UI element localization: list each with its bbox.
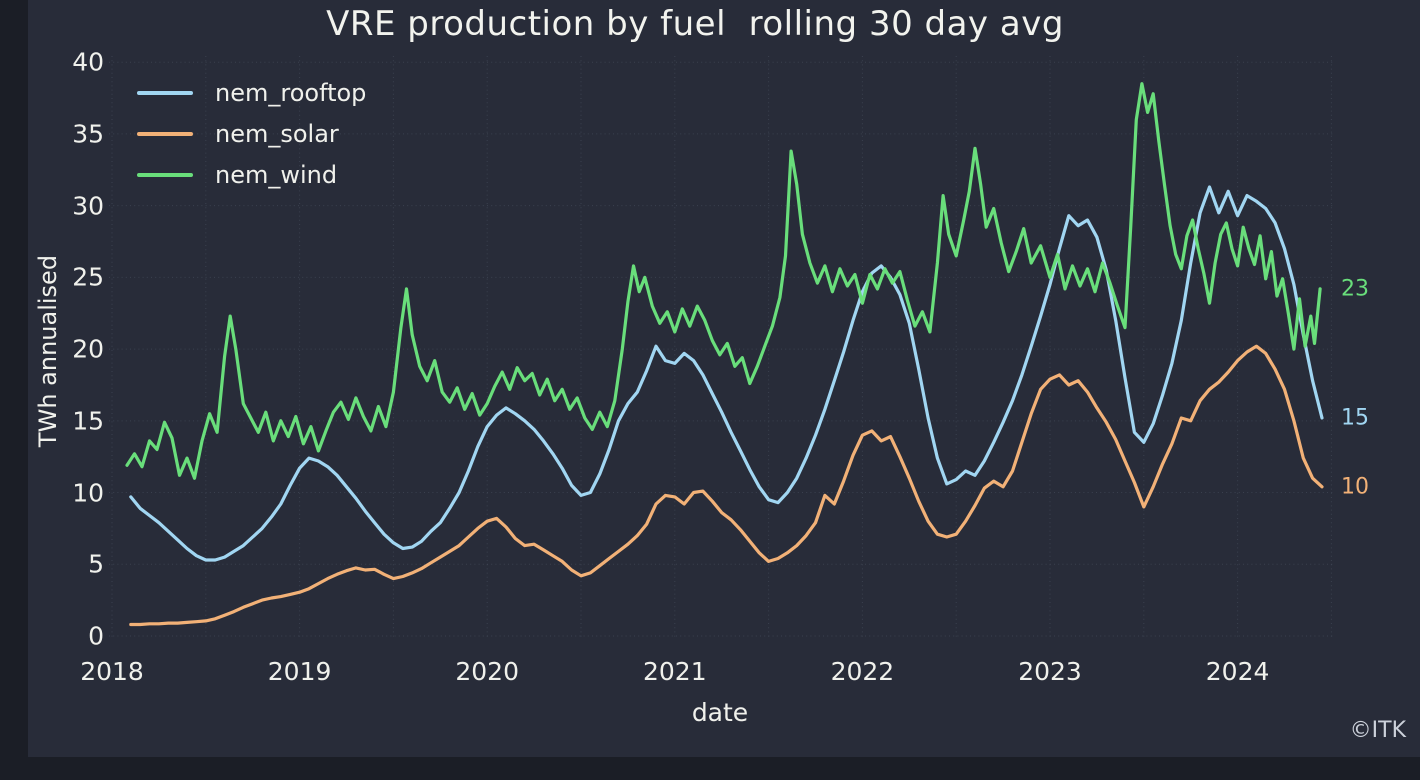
x-tick-label: 2021	[642, 657, 707, 686]
legend-swatch-nem-rooftop	[137, 90, 193, 95]
series-line-nem_wind	[125, 82, 1322, 480]
x-tick-label: 2023	[1018, 657, 1082, 686]
legend-swatch-nem-solar	[137, 131, 193, 136]
x-axis-label: date	[691, 698, 749, 727]
end-label-nem_solar: 10	[1341, 474, 1369, 500]
legend: nem_rooftop nem_solar nem_wind	[137, 72, 366, 195]
legend-label-nem-rooftop: nem_rooftop	[215, 78, 367, 107]
chart-title: VRE production by fuel rolling 30 day av…	[326, 4, 1064, 44]
y-tick-label: 10	[72, 478, 104, 508]
legend-swatch-nem-wind	[137, 172, 193, 177]
y-tick-label: 20	[72, 334, 104, 364]
series-line-nem_solar	[129, 344, 1324, 627]
legend-item-nem-solar: nem_solar	[137, 113, 366, 154]
legend-label-nem-wind: nem_wind	[215, 160, 338, 189]
chart-figure	[28, 0, 1420, 757]
legend-label-nem-solar: nem_solar	[215, 119, 339, 148]
series-line-nem_rooftop	[129, 185, 1324, 562]
x-tick-label: 2024	[1205, 657, 1270, 686]
end-label-nem_rooftop: 15	[1341, 405, 1369, 431]
y-tick-label: 25	[72, 262, 104, 292]
legend-item-nem-rooftop: nem_rooftop	[137, 72, 366, 113]
y-tick-label: 35	[72, 119, 104, 149]
watermark: ©ITK	[1349, 718, 1406, 743]
x-tick-label: 2018	[80, 657, 144, 686]
x-tick-label: 2022	[830, 657, 895, 686]
y-tick-label: 15	[72, 406, 104, 436]
x-tick-label: 2020	[455, 657, 519, 686]
end-label-nem_wind: 23	[1341, 276, 1369, 302]
legend-item-nem-wind: nem_wind	[137, 154, 366, 195]
x-tick-label: 2019	[267, 657, 332, 686]
y-tick-label: 0	[88, 621, 104, 651]
y-tick-label: 30	[72, 191, 104, 221]
y-tick-label: 5	[88, 549, 104, 579]
y-tick-label: 40	[72, 47, 104, 77]
